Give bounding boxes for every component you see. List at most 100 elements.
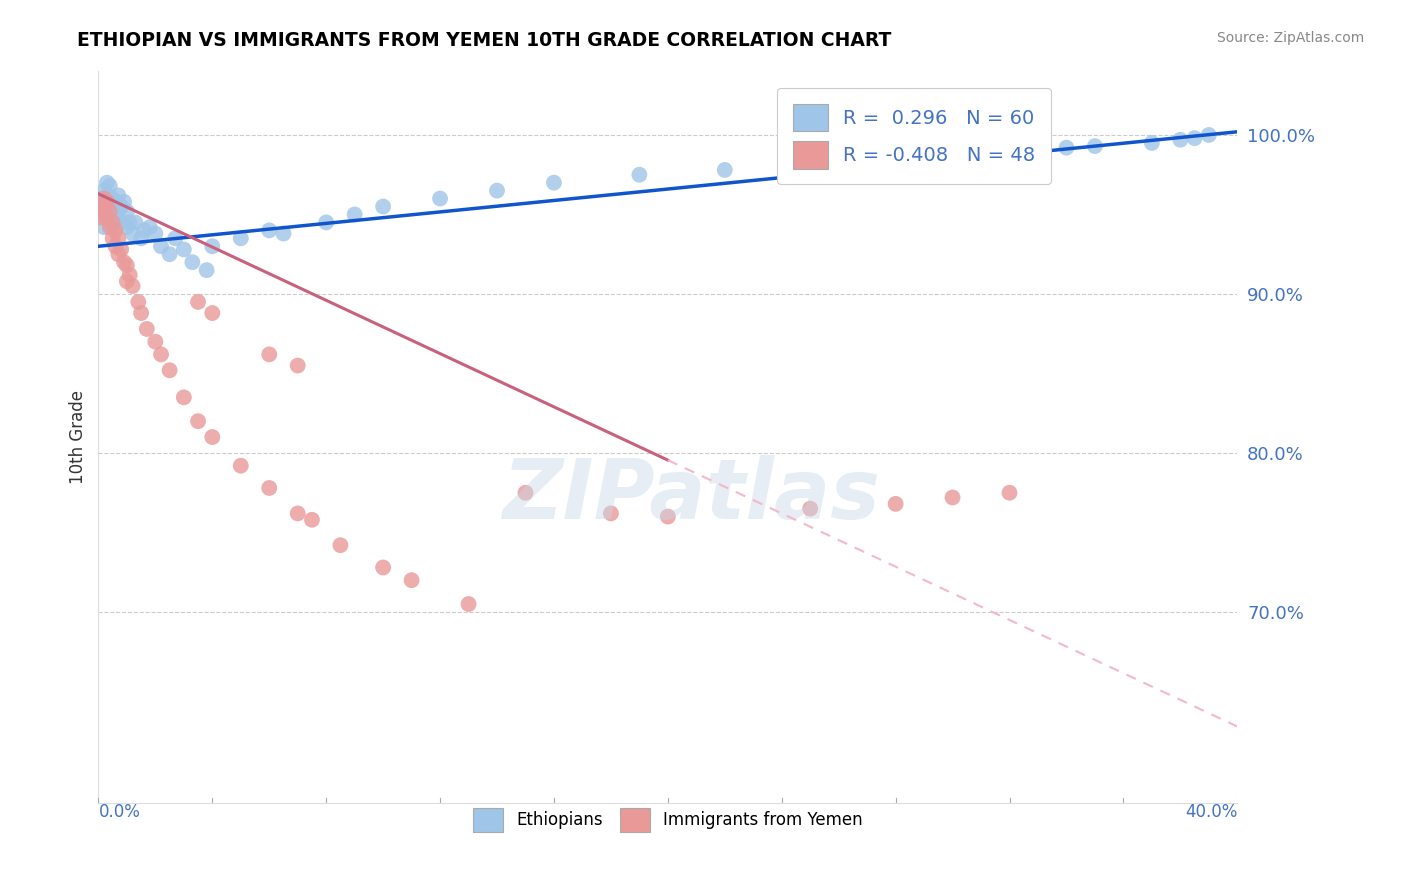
Point [98, 204, 121, 219]
Point [93, 207, 115, 221]
Point [129, 231, 152, 245]
Point [115, 274, 138, 288]
Point [93, 220, 115, 235]
Point [273, 227, 295, 241]
Point [127, 294, 149, 309]
Point [229, 231, 252, 245]
Point [96, 200, 118, 214]
Point [138, 220, 160, 235]
Point [96, 211, 118, 225]
Y-axis label: 10th Grade: 10th Grade [69, 390, 87, 484]
Point [110, 200, 132, 214]
Point [145, 227, 167, 241]
Point [101, 231, 124, 245]
Point [229, 458, 252, 473]
Point [129, 306, 152, 320]
Point [201, 306, 224, 320]
Point [942, 147, 965, 161]
Point [124, 215, 146, 229]
Point [135, 322, 157, 336]
Text: Source: ZipAtlas.com: Source: ZipAtlas.com [1216, 31, 1364, 45]
Point [714, 163, 737, 178]
Point [259, 347, 281, 361]
Point [181, 255, 204, 269]
Point [628, 168, 651, 182]
Point [118, 268, 141, 282]
Point [515, 485, 537, 500]
Point [486, 184, 509, 198]
Point [93, 192, 115, 206]
Text: ZIPatlas: ZIPatlas [502, 455, 880, 536]
Point [107, 231, 129, 245]
Point [259, 481, 281, 495]
Point [112, 255, 135, 269]
Point [98, 178, 121, 193]
Point [884, 497, 907, 511]
Point [159, 363, 181, 377]
Point [132, 223, 155, 237]
Point [104, 223, 127, 237]
Point [998, 485, 1021, 500]
Point [287, 507, 309, 521]
Point [998, 144, 1021, 158]
Point [1084, 139, 1107, 153]
Point [401, 573, 423, 587]
Point [90, 192, 112, 206]
Text: 0.0%: 0.0% [98, 803, 141, 821]
Point [98, 200, 121, 214]
Text: 40.0%: 40.0% [1185, 803, 1237, 821]
Point [1198, 128, 1220, 142]
Point [1140, 136, 1163, 150]
Point [115, 204, 138, 219]
Point [173, 390, 195, 404]
Point [96, 211, 118, 225]
Point [107, 204, 129, 219]
Point [1170, 133, 1192, 147]
Point [115, 258, 138, 272]
Point [159, 247, 181, 261]
Point [104, 194, 127, 209]
Point [373, 560, 395, 574]
Point [856, 152, 879, 166]
Point [96, 176, 118, 190]
Point [259, 223, 281, 237]
Point [201, 239, 224, 253]
Point [187, 294, 209, 309]
Point [110, 215, 132, 229]
Point [799, 501, 821, 516]
Point [201, 430, 224, 444]
Point [173, 243, 195, 257]
Point [150, 347, 173, 361]
Point [429, 192, 451, 206]
Point [101, 192, 124, 206]
Legend: Ethiopians, Immigrants from Yemen: Ethiopians, Immigrants from Yemen [467, 801, 869, 838]
Point [98, 220, 121, 235]
Point [657, 509, 679, 524]
Point [373, 200, 395, 214]
Point [543, 176, 565, 190]
Point [942, 491, 965, 505]
Point [93, 204, 115, 219]
Point [121, 279, 143, 293]
Point [121, 227, 143, 241]
Text: ETHIOPIAN VS IMMIGRANTS FROM YEMEN 10TH GRADE CORRELATION CHART: ETHIOPIAN VS IMMIGRANTS FROM YEMEN 10TH … [77, 31, 891, 50]
Point [107, 247, 129, 261]
Point [96, 194, 118, 209]
Point [90, 200, 112, 214]
Point [90, 200, 112, 214]
Point [1056, 141, 1078, 155]
Point [187, 414, 209, 428]
Point [90, 211, 112, 225]
Point [799, 156, 821, 170]
Point [343, 207, 366, 221]
Point [104, 211, 127, 225]
Point [110, 243, 132, 257]
Point [457, 597, 479, 611]
Point [150, 239, 173, 253]
Point [301, 513, 323, 527]
Point [101, 219, 124, 233]
Point [145, 334, 167, 349]
Point [107, 188, 129, 202]
Point [101, 215, 124, 229]
Point [1184, 131, 1206, 145]
